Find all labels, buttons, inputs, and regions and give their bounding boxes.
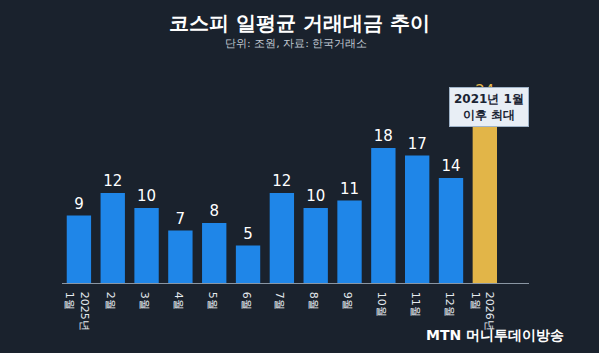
svg-text:단위: 조원, 자료: 한국거래소: 단위: 조원, 자료: 한국거래소 bbox=[225, 37, 367, 50]
svg-text:8: 8 bbox=[209, 202, 219, 220]
svg-text:24: 24 bbox=[475, 82, 494, 100]
svg-text:17: 17 bbox=[408, 135, 427, 153]
svg-text:MTN 머니투데이방송: MTN 머니투데이방송 bbox=[426, 327, 564, 343]
svg-text:10월: 10월 bbox=[375, 292, 388, 317]
svg-text:5: 5 bbox=[243, 225, 253, 243]
svg-text:3월: 3월 bbox=[138, 292, 151, 310]
svg-text:2월: 2월 bbox=[104, 292, 117, 310]
svg-text:2025년1월: 2025년1월 bbox=[63, 292, 90, 331]
svg-text:14: 14 bbox=[441, 157, 460, 175]
svg-text:10: 10 bbox=[137, 187, 156, 205]
svg-text:코스피 일평균 거래대금 추이: 코스피 일평균 거래대금 추이 bbox=[169, 11, 430, 35]
svg-text:2021년 1월이후 최대: 2021년 1월이후 최대 bbox=[454, 92, 524, 122]
svg-text:12: 12 bbox=[103, 172, 122, 190]
svg-text:2026년1월: 2026년1월 bbox=[469, 292, 496, 331]
svg-text:12월: 12월 bbox=[443, 292, 456, 317]
svg-text:18: 18 bbox=[374, 127, 393, 145]
svg-text:11월: 11월 bbox=[409, 292, 422, 317]
svg-text:7월: 7월 bbox=[273, 292, 286, 310]
svg-text:6월: 6월 bbox=[240, 292, 253, 310]
svg-text:12: 12 bbox=[272, 172, 291, 190]
svg-text:11: 11 bbox=[340, 180, 359, 198]
svg-text:7: 7 bbox=[176, 210, 186, 228]
svg-text:8월: 8월 bbox=[307, 292, 320, 310]
svg-text:5월: 5월 bbox=[206, 292, 219, 310]
svg-text:9: 9 bbox=[74, 195, 84, 213]
svg-text:10: 10 bbox=[306, 187, 325, 205]
svg-text:4월: 4월 bbox=[172, 292, 185, 310]
svg-text:9월: 9월 bbox=[341, 292, 354, 310]
